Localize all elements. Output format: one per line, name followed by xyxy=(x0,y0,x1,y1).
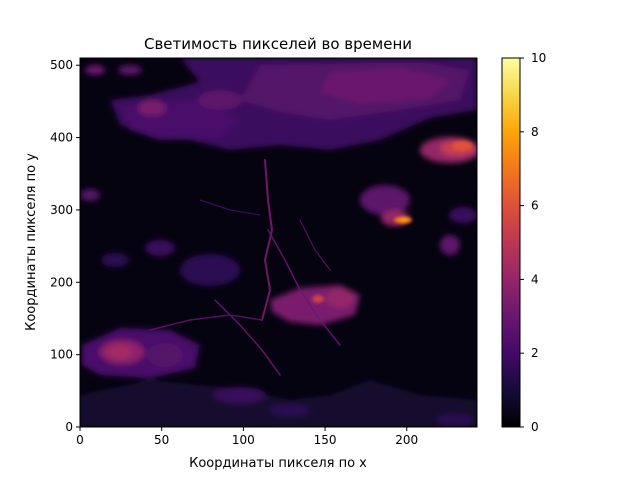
heatmap-region xyxy=(312,295,324,303)
heatmap-filament xyxy=(214,299,281,376)
plot-area-frame xyxy=(79,57,478,428)
y-tick-label: 400 xyxy=(50,131,73,145)
heatmap-filament xyxy=(149,314,263,331)
heatmap-region xyxy=(452,141,472,151)
y-axis: 0 100 200 300 400 500 xyxy=(50,58,80,434)
heatmap-region xyxy=(198,90,242,110)
heatmap xyxy=(80,58,477,427)
heatmap-filaments xyxy=(149,159,341,376)
colorbar-tick-label: 4 xyxy=(531,272,539,286)
heatmap-region xyxy=(326,288,354,308)
heatmap-region xyxy=(80,189,100,201)
heatmap-region xyxy=(214,387,266,403)
x-tick-label: 100 xyxy=(232,433,255,447)
colorbar xyxy=(501,57,521,428)
heatmap-region xyxy=(320,68,450,104)
y-tick-label: 500 xyxy=(50,58,73,72)
heatmap-region xyxy=(80,380,477,427)
heatmap-region xyxy=(180,254,240,286)
heatmap-region xyxy=(437,414,473,426)
heatmap-region xyxy=(108,345,132,359)
x-tick-label: 50 xyxy=(154,433,169,447)
y-tick-label: 200 xyxy=(50,275,73,289)
y-tick-label: 300 xyxy=(50,203,73,217)
y-tick-label: 100 xyxy=(50,348,73,362)
colorbar-axis: 0 2 4 6 8 10 xyxy=(520,51,546,434)
colorbar-tick-label: 0 xyxy=(531,420,539,434)
heatmap-region xyxy=(360,185,410,215)
x-tick-label: 0 xyxy=(76,433,84,447)
heatmap-region xyxy=(85,65,105,75)
chart-title: Светимость пикселей во времени xyxy=(144,35,412,53)
x-tick-label: 150 xyxy=(314,433,337,447)
colorbar-tick-label: 6 xyxy=(531,199,539,213)
x-axis-label: Координаты пикселя по x xyxy=(189,456,367,471)
x-tick-label: 200 xyxy=(395,433,418,447)
heatmap-filament xyxy=(267,229,341,346)
heatmap-region xyxy=(440,235,460,255)
heatmap-hotspot xyxy=(400,218,408,222)
colorbar-tick-label: 8 xyxy=(531,125,539,139)
heatmap-region xyxy=(145,240,175,256)
heatmap-filament xyxy=(261,159,274,321)
heatmap-region xyxy=(138,100,166,116)
heatmap-filament xyxy=(199,199,261,216)
heatmap-region xyxy=(147,343,183,367)
y-tick-label: 0 xyxy=(65,420,73,434)
heatmap-filament xyxy=(299,219,331,271)
heatmap-region xyxy=(449,207,477,223)
heatmap-region xyxy=(118,65,142,75)
heatmap-region xyxy=(101,253,129,267)
heatmap-region xyxy=(270,404,310,416)
colorbar-tick-label: 10 xyxy=(531,51,546,65)
x-axis: 0 50 100 150 200 xyxy=(76,427,418,447)
colorbar-tick-label: 2 xyxy=(531,346,539,360)
y-axis-label: Координаты пикселя по y xyxy=(24,153,39,331)
